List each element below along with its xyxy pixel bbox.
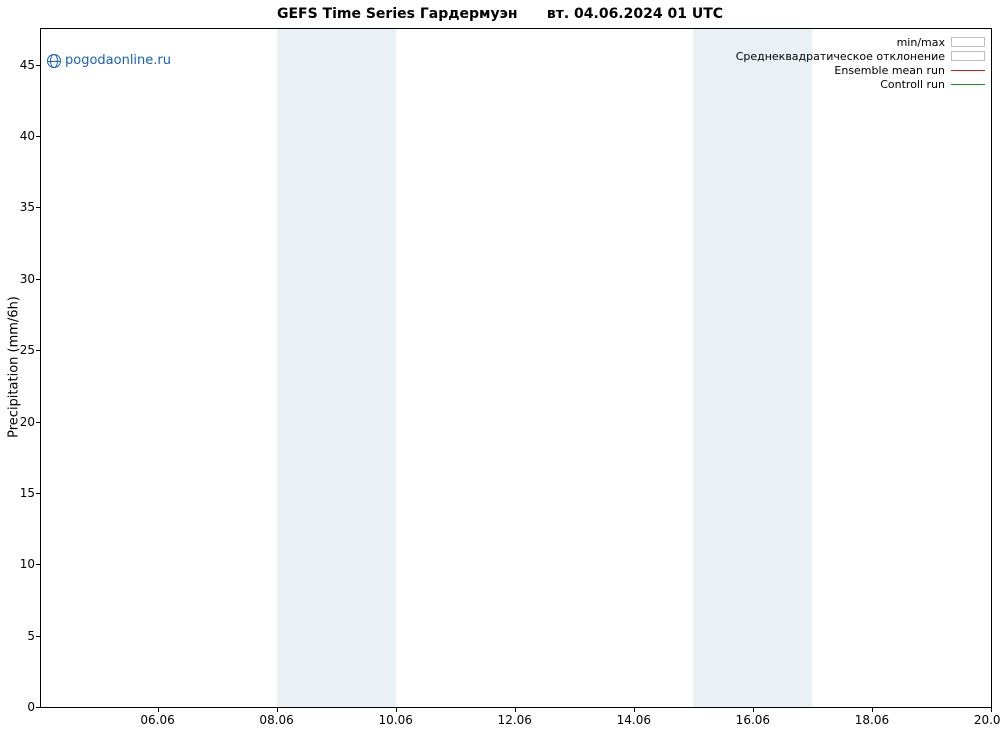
legend-item: Controll run	[736, 77, 985, 91]
title-location: Гардермуэн	[420, 6, 518, 22]
legend-swatch	[951, 65, 985, 75]
ytick-label: 5	[27, 629, 41, 643]
ytick-label: 15	[20, 486, 41, 500]
legend-label: min/max	[897, 36, 945, 49]
legend-item: Ensemble mean run	[736, 63, 985, 77]
legend-label: Среднеквадратическое отклонение	[736, 50, 945, 63]
xtick-label: 12.06	[498, 707, 532, 727]
xtick-label: 16.06	[736, 707, 770, 727]
source-watermark: pogodaonline.ru	[47, 53, 171, 68]
precipitation-timeseries-chart: GEFS Time Series Гардермуэн вт. 04.06.20…	[0, 0, 1000, 733]
ytick-label: 20	[20, 415, 41, 429]
xtick-label: 18.06	[855, 707, 889, 727]
ytick-label: 25	[20, 343, 41, 357]
xtick-label: 06.06	[140, 707, 174, 727]
ytick-label: 0	[27, 700, 41, 714]
globe-icon	[47, 54, 61, 68]
xtick-label: 08.06	[259, 707, 293, 727]
legend: min/maxСреднеквадратическое отклонениеEn…	[736, 35, 985, 91]
legend-item: Среднеквадратическое отклонение	[736, 49, 985, 63]
ytick-label: 40	[20, 129, 41, 143]
plot-area: pogodaonline.ru min/maxСреднеквадратичес…	[40, 28, 992, 708]
legend-item: min/max	[736, 35, 985, 49]
ytick-label: 45	[20, 58, 41, 72]
legend-label: Controll run	[880, 78, 945, 91]
weekend-band	[277, 29, 396, 707]
weekend-band	[693, 29, 812, 707]
ytick-label: 30	[20, 272, 41, 286]
watermark-text: pogodaonline.ru	[65, 53, 171, 68]
title-series: GEFS Time Series	[277, 6, 415, 22]
chart-title: GEFS Time Series Гардермуэн вт. 04.06.20…	[0, 6, 1000, 22]
legend-swatch	[951, 79, 985, 89]
ytick-label: 10	[20, 557, 41, 571]
ytick-label: 35	[20, 200, 41, 214]
legend-swatch	[951, 51, 985, 61]
xtick-label: 20.06	[974, 707, 1000, 727]
xtick-label: 10.06	[378, 707, 412, 727]
xtick-label: 14.06	[617, 707, 651, 727]
legend-label: Ensemble mean run	[834, 64, 945, 77]
legend-swatch	[951, 37, 985, 47]
title-datetime: вт. 04.06.2024 01 UTC	[547, 6, 723, 22]
